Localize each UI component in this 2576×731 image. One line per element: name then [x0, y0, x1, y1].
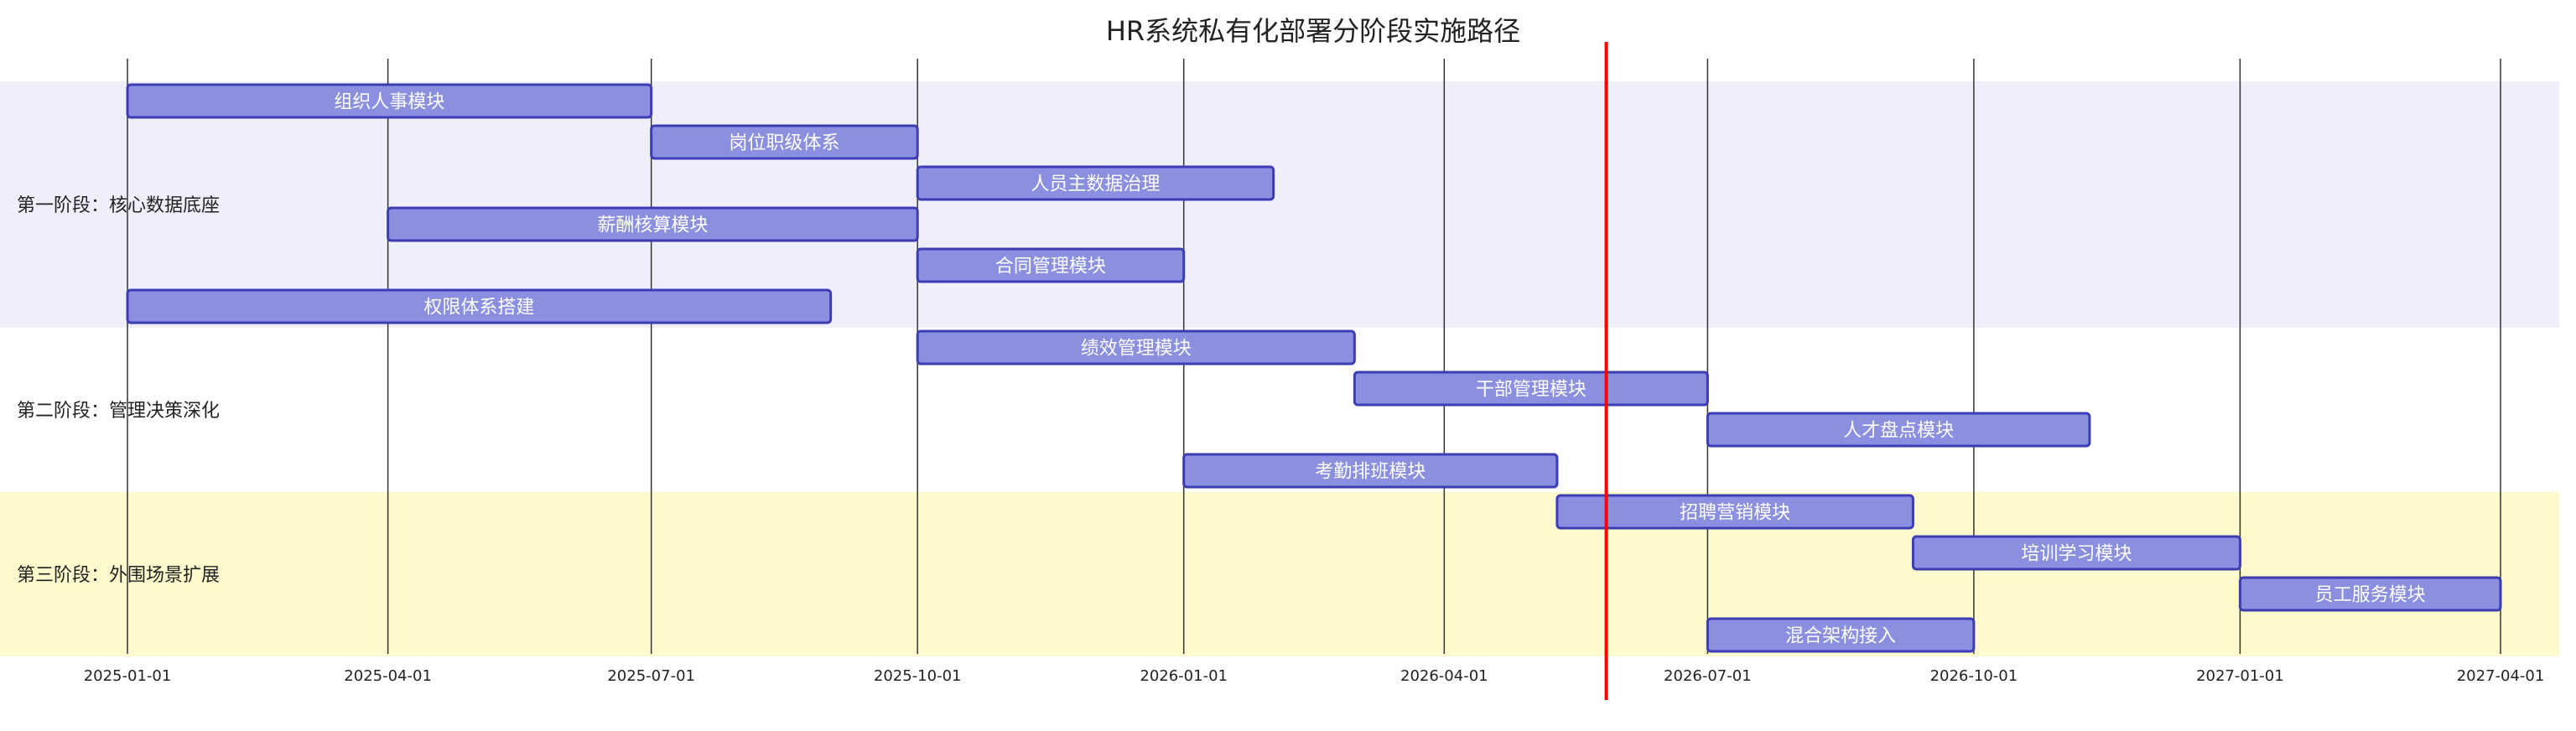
task-bar: [1555, 494, 1914, 530]
task-bar: [1911, 535, 2241, 571]
task-label: 绩效管理模块: [1081, 339, 1192, 360]
task-bar-group: 人员主数据治理: [916, 165, 1275, 201]
x-tick-label: 2026-07-01: [1664, 667, 1752, 685]
section-bands: [0, 81, 2559, 656]
x-tick-label: 2025-01-01: [84, 667, 172, 685]
x-tick-label: 2025-04-01: [344, 667, 432, 685]
x-tick-label: 2025-10-01: [874, 667, 962, 685]
task-bar: [1353, 371, 1709, 407]
section-label: 第三阶段：外围场景扩展: [17, 565, 220, 586]
task-bar-group: 干部管理模块: [1353, 371, 1709, 407]
section-band: [0, 81, 2559, 328]
task-bar: [387, 206, 919, 242]
task-bar-group: 员工服务模块: [2238, 576, 2502, 612]
task-bar-group: 招聘营销模块: [1555, 494, 1914, 530]
task-bar: [1182, 453, 1559, 489]
task-bar-group: 混合架构接入: [1706, 617, 1976, 653]
section-label: 第二阶段：管理决策深化: [17, 401, 220, 422]
task-bar-group: 培训学习模块: [1911, 535, 2241, 571]
task-bar-group: 绩效管理模块: [916, 329, 1356, 366]
task-label: 人员主数据治理: [1031, 174, 1160, 195]
task-bar-group: 薪酬核算模块: [387, 206, 919, 242]
chart-title: HR系统私有化部署分阶段实施路径: [1106, 15, 1520, 47]
task-bar-group: 考勤排班模块: [1182, 453, 1559, 489]
task-bar: [1706, 617, 1976, 653]
task-label: 员工服务模块: [2315, 585, 2426, 606]
task-label: 人才盘点模块: [1843, 421, 1954, 442]
section-label: 第一阶段：核心数据底座: [17, 195, 220, 216]
task-bar-group: 岗位职级体系: [650, 124, 919, 160]
task-bar: [650, 124, 919, 160]
task-bar-group: 合同管理模块: [916, 247, 1186, 283]
task-label: 培训学习模块: [2021, 544, 2132, 565]
task-bar: [1706, 412, 2091, 448]
x-axis: 2025-01-01 2025-04-01 2025-07-01 2025-10-01…: [84, 667, 2545, 685]
task-bar: [916, 247, 1186, 283]
task-label: 招聘营销模块: [1680, 503, 1790, 524]
x-tick-label: 2026-04-01: [1400, 667, 1488, 685]
section-band: [0, 492, 2559, 656]
task-bars: 组织人事模块岗位职级体系人员主数据治理薪酬核算模块合同管理模块权限体系搭建绩效管…: [126, 83, 2502, 653]
task-label: 干部管理模块: [1476, 380, 1587, 401]
task-bar-group: 权限体系搭建: [126, 288, 833, 324]
x-tick-label: 2025-07-01: [607, 667, 695, 685]
x-tick-label: 2027-04-01: [2457, 667, 2545, 685]
x-tick-label: 2026-10-01: [1930, 667, 2018, 685]
task-label: 考勤排班模块: [1315, 462, 1426, 483]
task-bar-group: 组织人事模块: [126, 83, 653, 119]
task-label: 组织人事模块: [334, 92, 444, 113]
x-tick-label: 2026-01-01: [1140, 667, 1228, 685]
task-label: 权限体系搭建: [423, 298, 534, 319]
task-bar: [916, 165, 1275, 201]
x-tick-label: 2027-01-01: [2196, 667, 2284, 685]
task-label: 岗位职级体系: [729, 133, 839, 154]
task-label: 薪酬核算模块: [597, 215, 708, 236]
task-label: 合同管理模块: [995, 257, 1106, 277]
task-bar: [126, 288, 833, 324]
task-bar: [126, 83, 653, 119]
task-label: 混合架构接入: [1785, 626, 1896, 647]
task-bar: [2238, 576, 2502, 612]
task-bar-group: 人才盘点模块: [1706, 412, 2091, 448]
task-bar: [916, 329, 1356, 366]
